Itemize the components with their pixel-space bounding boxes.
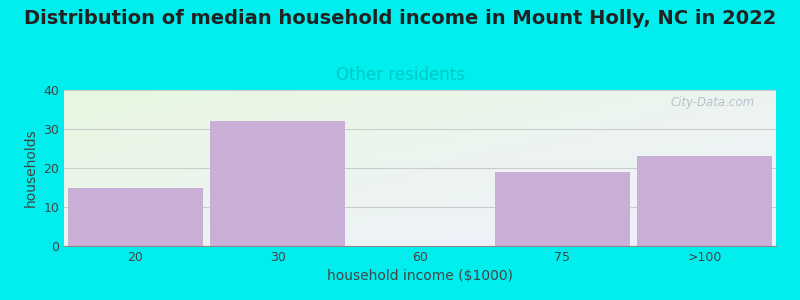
X-axis label: household income ($1000): household income ($1000) [327,269,513,284]
Bar [67,188,203,246]
Bar [637,156,773,246]
Y-axis label: households: households [24,129,38,207]
Text: Other residents: Other residents [335,66,465,84]
Bar [210,121,346,246]
Text: City-Data.com: City-Data.com [670,96,754,109]
Text: Distribution of median household income in Mount Holly, NC in 2022: Distribution of median household income … [24,9,776,28]
Bar [494,172,630,246]
